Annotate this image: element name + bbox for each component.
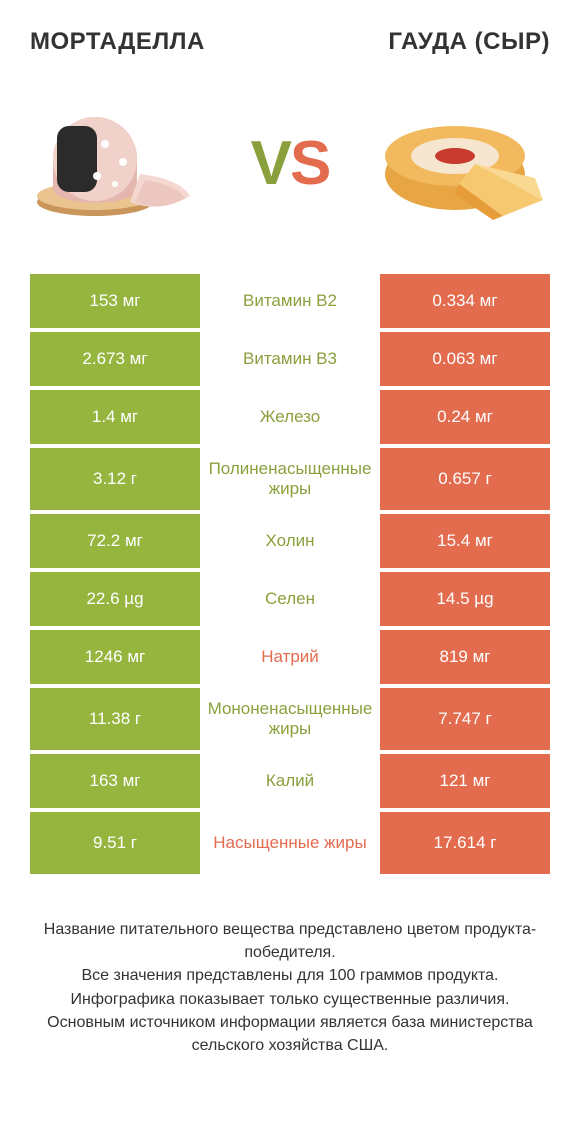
vs-s: S: [290, 129, 329, 198]
table-row: 153 мгВитамин B20.334 мг: [30, 274, 550, 328]
cell-left-value: 3.12 г: [30, 448, 200, 510]
cell-right-value: 15.4 мг: [380, 514, 550, 568]
cell-left-value: 22.6 µg: [30, 572, 200, 626]
cell-right-value: 121 мг: [380, 754, 550, 808]
cell-nutrient-label: Витамин B3: [200, 332, 380, 386]
table-row: 3.12 гПолиненасыщенные жиры0.657 г: [30, 448, 550, 510]
table-row: 1246 мгНатрий819 мг: [30, 630, 550, 684]
cell-left-value: 2.673 мг: [30, 332, 200, 386]
cell-nutrient-label: Калий: [200, 754, 380, 808]
footnote-line: Основным источником информации является …: [28, 1011, 552, 1057]
table-row: 9.51 гНасыщенные жиры17.614 г: [30, 812, 550, 874]
cell-left-value: 1246 мг: [30, 630, 200, 684]
title-right: ГАУДА (СЫР): [388, 28, 550, 56]
table-row: 163 мгКалий121 мг: [30, 754, 550, 808]
cell-left-value: 11.38 г: [30, 688, 200, 750]
footnote-line: Все значения представлены для 100 граммо…: [28, 964, 552, 987]
cell-nutrient-label: Холин: [200, 514, 380, 568]
cell-right-value: 14.5 µg: [380, 572, 550, 626]
cell-right-value: 0.063 мг: [380, 332, 550, 386]
cell-nutrient-label: Селен: [200, 572, 380, 626]
cell-nutrient-label: Натрий: [200, 630, 380, 684]
vs-label: VS: [251, 133, 330, 195]
cell-nutrient-label: Полиненасыщенные жиры: [200, 448, 380, 510]
vs-v: V: [251, 129, 290, 198]
cell-right-value: 7.747 г: [380, 688, 550, 750]
table-row: 2.673 мгВитамин B30.063 мг: [30, 332, 550, 386]
cell-nutrient-label: Железо: [200, 390, 380, 444]
table-row: 22.6 µgСелен14.5 µg: [30, 572, 550, 626]
footnote-line: Инфографика показывает только существенн…: [28, 988, 552, 1011]
cell-left-value: 9.51 г: [30, 812, 200, 874]
title-left: МОРТАДЕЛЛА: [30, 28, 205, 56]
comparison-infographic: МОРТАДЕЛЛА ГАУДА (СЫР) VS: [0, 0, 580, 1144]
cell-right-value: 0.24 мг: [380, 390, 550, 444]
titles-row: МОРТАДЕЛЛА ГАУДА (СЫР): [0, 0, 580, 74]
cell-right-value: 17.614 г: [380, 812, 550, 874]
footnote-text: Название питательного вещества представл…: [0, 878, 580, 1057]
gouda-image: [370, 104, 550, 224]
comparison-table: 153 мгВитамин B20.334 мг2.673 мгВитамин …: [30, 274, 550, 878]
mortadella-image: [30, 104, 210, 224]
cell-left-value: 72.2 мг: [30, 514, 200, 568]
cell-right-value: 0.334 мг: [380, 274, 550, 328]
cell-left-value: 153 мг: [30, 274, 200, 328]
table-row: 1.4 мгЖелезо0.24 мг: [30, 390, 550, 444]
cell-nutrient-label: Насыщенные жиры: [200, 812, 380, 874]
footnote-line: Название питательного вещества представл…: [28, 918, 552, 964]
cell-right-value: 0.657 г: [380, 448, 550, 510]
table-row: 11.38 гМононенасыщенные жиры7.747 г: [30, 688, 550, 750]
table-row: 72.2 мгХолин15.4 мг: [30, 514, 550, 568]
cell-left-value: 1.4 мг: [30, 390, 200, 444]
cell-left-value: 163 мг: [30, 754, 200, 808]
cell-right-value: 819 мг: [380, 630, 550, 684]
cell-nutrient-label: Витамин B2: [200, 274, 380, 328]
cell-nutrient-label: Мононенасыщенные жиры: [200, 688, 380, 750]
hero-row: VS: [0, 74, 580, 264]
